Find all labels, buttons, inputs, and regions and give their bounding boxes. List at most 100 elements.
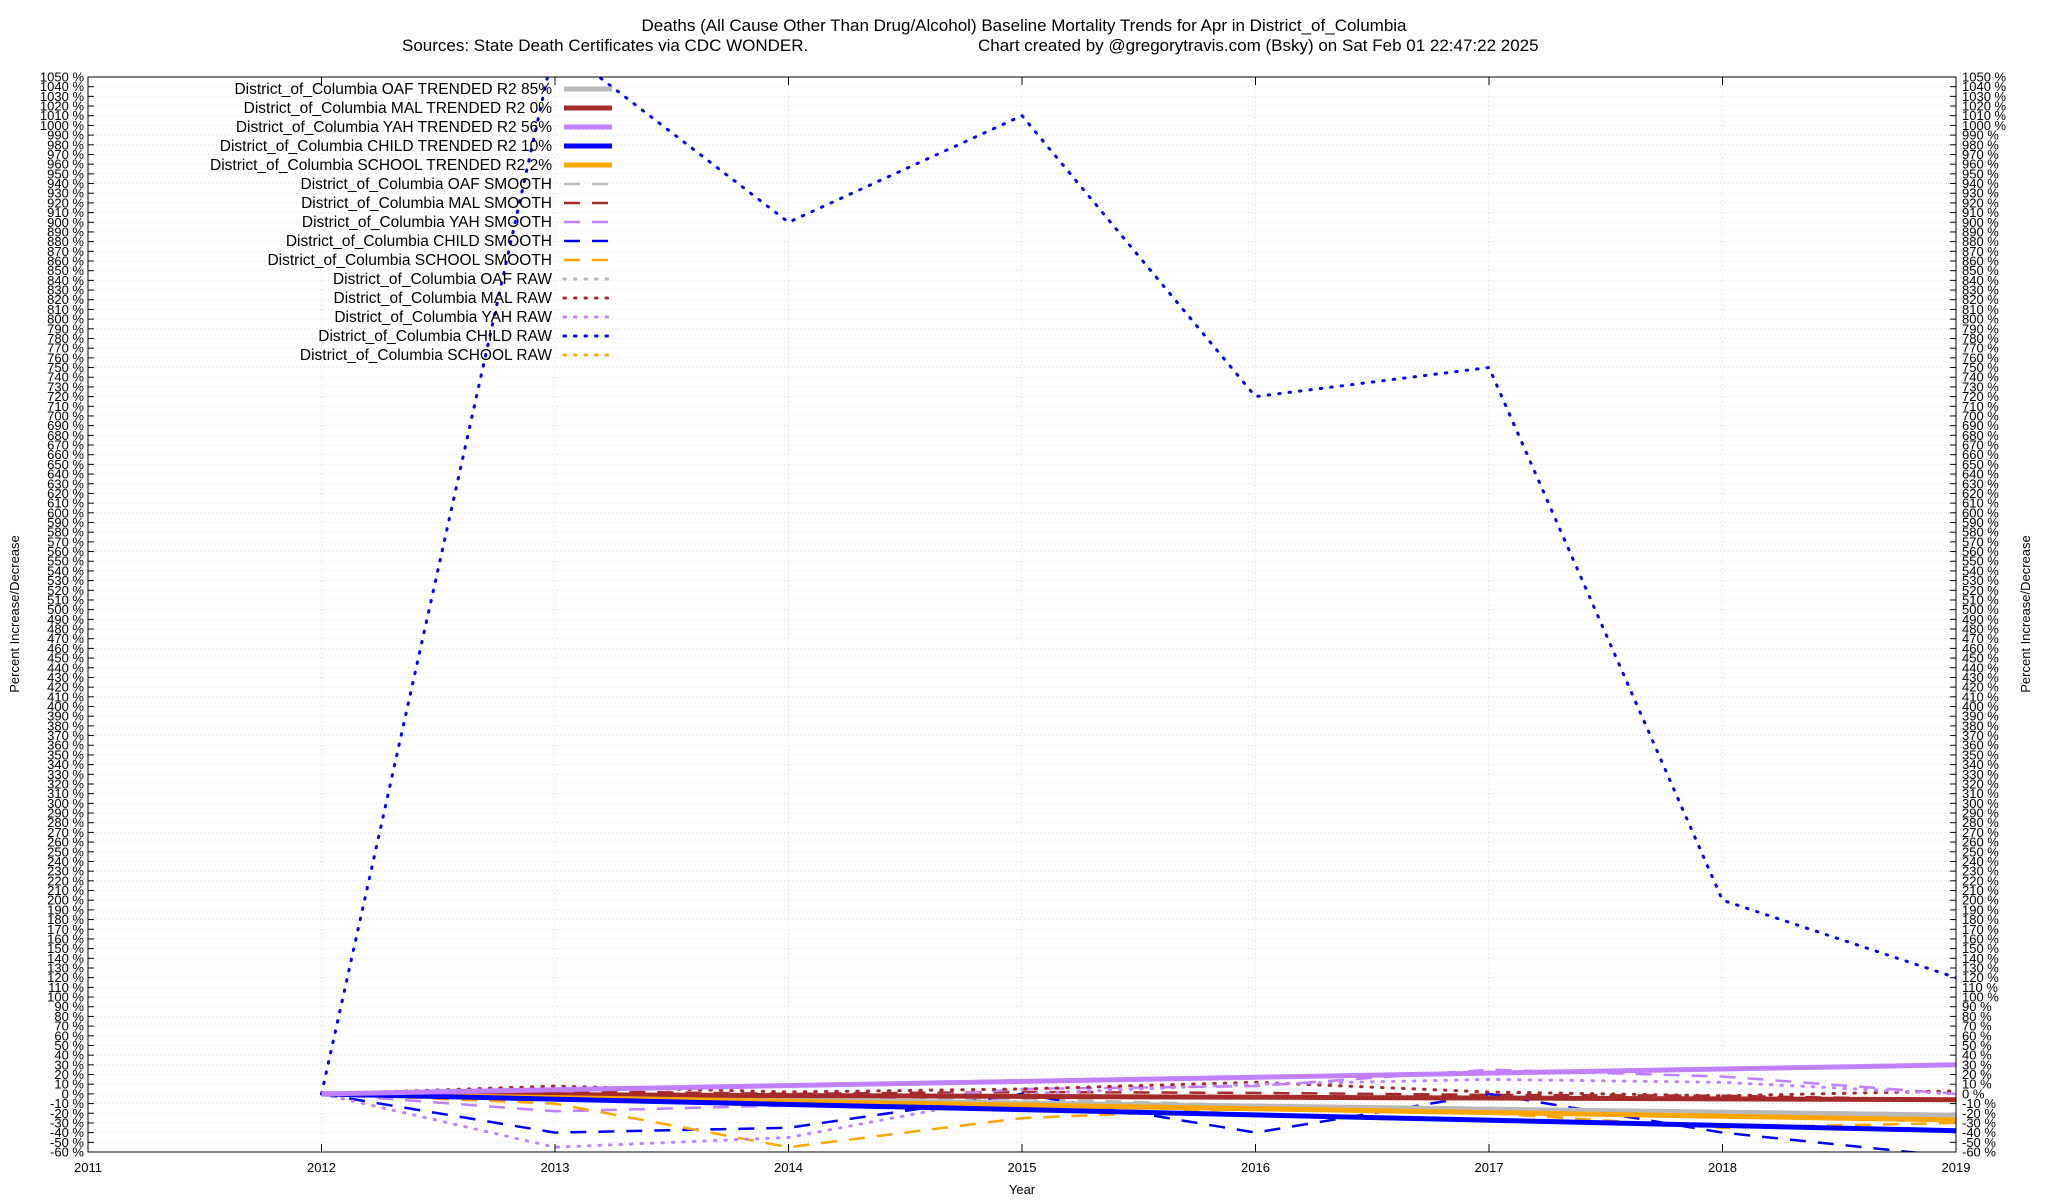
y-tick-label: 1000 % (1962, 118, 2007, 133)
y-tick-label: 90 % (54, 999, 84, 1014)
y-tick-label: 420 % (47, 680, 84, 695)
y-tick-label: 940 % (47, 176, 84, 191)
y-tick-label: 650 % (47, 457, 84, 472)
y-tick-label: 290 % (1962, 806, 1999, 821)
y-tick-label: 100 % (47, 990, 84, 1005)
y-tick-label: 850 % (1962, 263, 1999, 278)
chart-title: Deaths (All Cause Other Than Drug/Alcoho… (641, 16, 1407, 35)
y-tick-label: 110 % (48, 980, 84, 995)
y-tick-label: 1030 % (40, 89, 85, 104)
y-tick-label: 780 % (1962, 331, 1999, 346)
y-tick-label: 150 % (47, 941, 84, 956)
y-tick-label: 570 % (1962, 534, 1999, 549)
y-tick-label: 640 % (47, 467, 84, 482)
y-tick-label: 450 % (47, 651, 84, 666)
x-axis: 2011 2012 2013 2014 2015 2016 2017 2018 2019 (74, 77, 1970, 1175)
y-tick-label: 50 % (54, 1038, 84, 1053)
y-tick-label: 610 % (1962, 496, 1999, 511)
y-tick-label: 1010 % (40, 108, 85, 123)
y-tick-label: 320 % (1962, 776, 1999, 791)
y-tick-label: 960 % (1962, 157, 1999, 172)
y-tick-label: 590 % (47, 515, 84, 530)
y-tick-label: 470 % (1962, 631, 1999, 646)
y-tick-label: 50 % (1962, 1038, 1992, 1053)
y-tick-label: 800 % (47, 312, 84, 327)
y-tick-label: 20 % (54, 1067, 84, 1082)
y-tick-label: -60 % (1962, 1145, 1996, 1160)
series-line (321, 1091, 1956, 1103)
y-tick-label: 660 % (47, 447, 84, 462)
y-tick-label: 730 % (47, 379, 84, 394)
y-tick-label: 730 % (1962, 379, 1999, 394)
y-tick-label: 400 % (47, 699, 84, 714)
y-tick-label: 960 % (47, 157, 84, 172)
y-tick-label: 370 % (47, 728, 84, 743)
y-tick-label: 500 % (1962, 602, 1999, 617)
y-tick-label: 430 % (1962, 670, 1999, 685)
y-tick-label: 650 % (1962, 457, 1999, 472)
legend-label: District_of_Columbia OAF RAW (333, 271, 552, 288)
y-tick-label: 760 % (47, 350, 84, 365)
y-tick-label: 560 % (47, 544, 84, 559)
legend-label: District_of_Columbia YAH TRENDED R2 56% (236, 119, 552, 136)
y-tick-label: 750 % (47, 360, 84, 375)
legend-label: District_of_Columbia CHILD RAW (318, 328, 552, 345)
y-tick-label: 780 % (47, 331, 84, 346)
y-tick-label: 1020 % (40, 99, 85, 114)
y-tick-label: 210 % (1962, 883, 1999, 898)
y-tick-label: 300 % (47, 796, 84, 811)
y-tick-label: -10 % (50, 1096, 84, 1111)
y-tick-label: 720 % (47, 389, 84, 404)
y-tick-label: 390 % (47, 709, 84, 724)
y-tick-label: 910 % (47, 205, 84, 220)
y-tick-label: 870 % (47, 244, 84, 259)
y-tick-label: 450 % (1962, 651, 1999, 666)
legend-label: District_of_Columbia SCHOOL TRENDED R2 2… (210, 157, 552, 174)
y-tick-label: 930 % (47, 186, 84, 201)
y-tick-label: 980 % (47, 137, 84, 152)
y-tick-label: 770 % (1962, 341, 1999, 356)
y-tick-label: 220 % (1962, 873, 1999, 888)
y-tick-label: 400 % (1962, 699, 1999, 714)
y-tick-label: 530 % (1962, 573, 1999, 588)
series-line (321, 1089, 1956, 1101)
y-tick-label: 370 % (1962, 728, 1999, 743)
y-tick-label: 1030 % (1962, 89, 2007, 104)
y-tick-label: 130 % (47, 960, 84, 975)
y-tick-label: 910 % (1962, 205, 1999, 220)
y-tick-label: 490 % (1962, 612, 1999, 627)
y-tick-label: 40 % (1962, 1048, 1992, 1063)
y-tick-label: 190 % (47, 902, 84, 917)
y-tick-label: 600 % (1962, 505, 1999, 520)
y-tick-label: 950 % (47, 166, 84, 181)
y-tick-label: 100 % (1962, 990, 1999, 1005)
y-tick-label: 30 % (1962, 1057, 1992, 1072)
x-tick-label: 2019 (1942, 1160, 1971, 1175)
y-tick-label: 550 % (1962, 554, 1999, 569)
y-axis-left: -60 %-50 %-40 %-30 %-20 %-10 %0 %10 %20 … (40, 70, 94, 1160)
y-tick-label: -30 % (1962, 1115, 1996, 1130)
y-tick-label: 920 % (1962, 195, 1999, 210)
y-tick-label: 520 % (1962, 583, 1999, 598)
y-tick-label: 1050 % (40, 70, 85, 85)
legend-label: District_of_Columbia SCHOOL SMOOTH (267, 252, 552, 269)
y-tick-label: 180 % (47, 912, 84, 927)
x-tick-label: 2014 (774, 1160, 803, 1175)
y-tick-label: 330 % (47, 767, 84, 782)
y-axis-label-right: Percent Increase/Decrease (2018, 535, 2033, 693)
y-tick-label: -10 % (1962, 1096, 1996, 1111)
y-tick-label: -20 % (1962, 1106, 1996, 1121)
y-tick-label: 440 % (47, 660, 84, 675)
y-tick-label: 300 % (1962, 796, 1999, 811)
y-tick-label: 320 % (47, 776, 84, 791)
y-tick-label: 900 % (1962, 215, 1999, 230)
y-tick-label: 700 % (1962, 408, 1999, 423)
y-tick-label: 690 % (47, 418, 84, 433)
y-tick-label: 510 % (47, 592, 84, 607)
y-tick-label: -40 % (50, 1125, 84, 1140)
legend-label: District_of_Columbia YAH RAW (334, 309, 552, 326)
y-tick-label: 930 % (1962, 186, 1999, 201)
y-tick-label: 200 % (47, 893, 84, 908)
y-tick-label: 120 % (47, 970, 84, 985)
